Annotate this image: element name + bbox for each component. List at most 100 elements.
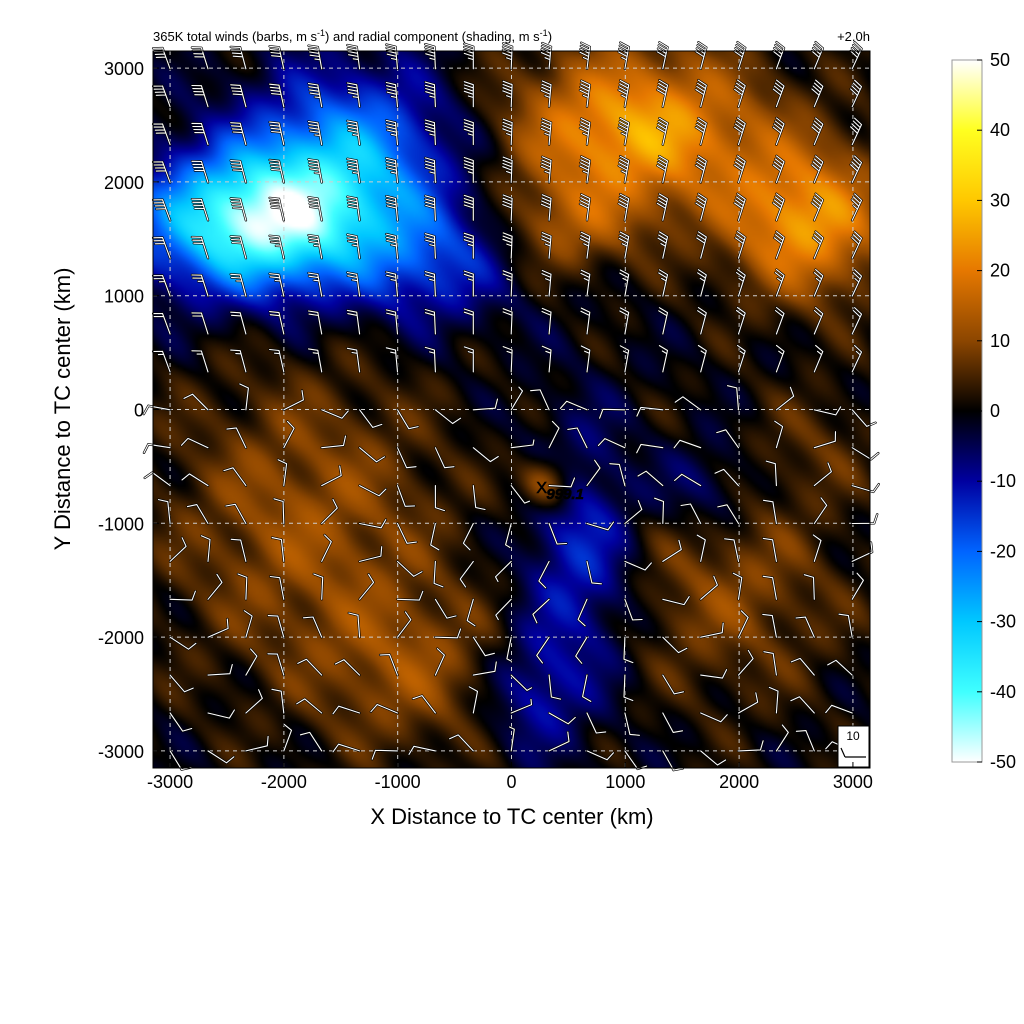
wind-barb xyxy=(803,574,815,600)
wind-barb xyxy=(152,85,171,108)
wind-barb xyxy=(774,269,785,297)
y-axis-ticks: -3000 -2000 -1000 0 1000 2000 3000 xyxy=(98,59,159,762)
colorbar-tick-label: 20 xyxy=(990,261,1010,281)
wind-barb xyxy=(186,504,209,525)
wind-barb xyxy=(269,45,285,70)
wind-barb xyxy=(619,307,630,335)
wind-barb xyxy=(618,155,630,183)
wind-barb xyxy=(502,308,513,335)
wind-barb xyxy=(579,155,591,183)
wind-barb xyxy=(700,669,728,679)
wind-barb xyxy=(424,346,436,373)
wind-barb xyxy=(359,519,387,529)
wind-barb xyxy=(346,158,361,183)
wind-barb xyxy=(851,269,863,297)
wind-barb xyxy=(191,122,209,146)
wind-barb xyxy=(586,750,615,761)
wind-barb xyxy=(245,648,258,676)
wind-barb xyxy=(463,308,474,335)
wind-barb xyxy=(502,194,513,221)
wind-barb xyxy=(502,118,513,146)
wind-barb xyxy=(536,636,550,664)
wind-barb xyxy=(734,79,746,108)
wind-barb xyxy=(734,155,746,183)
wind-barb xyxy=(321,498,338,525)
wind-barb xyxy=(827,659,853,676)
wind-barb xyxy=(424,157,436,183)
wind-barb xyxy=(811,79,824,108)
barb-legend: 10 xyxy=(837,725,870,768)
wind-barb xyxy=(230,84,247,108)
wind-barb xyxy=(502,80,513,108)
wind-barb xyxy=(152,123,171,146)
wind-barb xyxy=(346,44,361,70)
wind-barb xyxy=(772,79,785,108)
wind-barb xyxy=(654,497,665,525)
barb-legend-box xyxy=(837,725,870,768)
wind-barb xyxy=(346,347,361,373)
wind-barb xyxy=(774,420,784,449)
wind-barb xyxy=(348,612,361,638)
wind-barb xyxy=(502,232,513,259)
wind-barb xyxy=(269,83,285,108)
wind-barb xyxy=(505,522,512,549)
y-tick-label: -2000 xyxy=(98,628,144,648)
wind-barb xyxy=(813,431,837,449)
wind-barb xyxy=(662,636,688,654)
wind-barb xyxy=(463,119,474,146)
wind-barb xyxy=(183,393,209,411)
wind-barb xyxy=(370,703,399,714)
wind-barb xyxy=(579,231,591,259)
wind-barb xyxy=(656,79,669,108)
wind-barb xyxy=(359,447,386,463)
wind-barb xyxy=(851,193,863,221)
wind-barb xyxy=(424,81,436,108)
wind-barb xyxy=(424,119,436,146)
wind-barb xyxy=(851,231,863,259)
wind-barb xyxy=(541,345,552,373)
wind-barb xyxy=(296,698,323,714)
wind-barb xyxy=(762,537,777,562)
wind-barb xyxy=(359,409,383,428)
wind-barb xyxy=(790,696,815,714)
wind-barb xyxy=(559,400,588,411)
y-tick-label: -3000 xyxy=(98,742,144,762)
wind-barb xyxy=(586,560,602,585)
wind-barb xyxy=(396,611,412,638)
tc-center-symbol: X xyxy=(536,480,547,497)
y-tick-label: 1000 xyxy=(104,287,144,307)
wind-barb xyxy=(695,117,707,146)
wind-barb xyxy=(716,429,740,449)
wind-barb xyxy=(267,653,285,676)
wind-barb xyxy=(307,83,323,108)
wind-barbs xyxy=(142,41,880,772)
wind-barb xyxy=(297,658,323,676)
wind-barb xyxy=(307,196,323,221)
wind-barb xyxy=(586,459,601,487)
wind-barb xyxy=(434,447,455,469)
colorbar-tick-label: -40 xyxy=(990,682,1016,702)
wind-barb xyxy=(662,674,685,695)
wind-barb xyxy=(152,161,171,183)
colorbar-ticks: 50 40 30 20 10 0 -10 -20 -30 -40 -50 xyxy=(977,50,1016,772)
wind-barb xyxy=(599,408,626,419)
wind-barb xyxy=(732,572,743,600)
wind-barb xyxy=(359,546,383,562)
x-tick-label: -3000 xyxy=(147,772,193,792)
wind-barb xyxy=(772,155,785,183)
wind-barb xyxy=(811,117,824,146)
wind-barb xyxy=(433,560,444,588)
wind-barb xyxy=(230,197,247,221)
wind-barb xyxy=(424,195,436,221)
wind-barb xyxy=(277,459,288,487)
colorbar-tick-label: 40 xyxy=(990,120,1010,140)
wind-barb xyxy=(609,463,626,487)
wind-barb xyxy=(157,499,171,525)
x-axis-label: X Distance to TC center (km) xyxy=(370,804,653,829)
wind-barb xyxy=(271,688,285,714)
wind-barb xyxy=(466,598,476,627)
wind-barb xyxy=(424,271,436,297)
wind-barb xyxy=(502,270,513,297)
wind-barb xyxy=(838,613,853,638)
wind-barb xyxy=(813,344,824,373)
